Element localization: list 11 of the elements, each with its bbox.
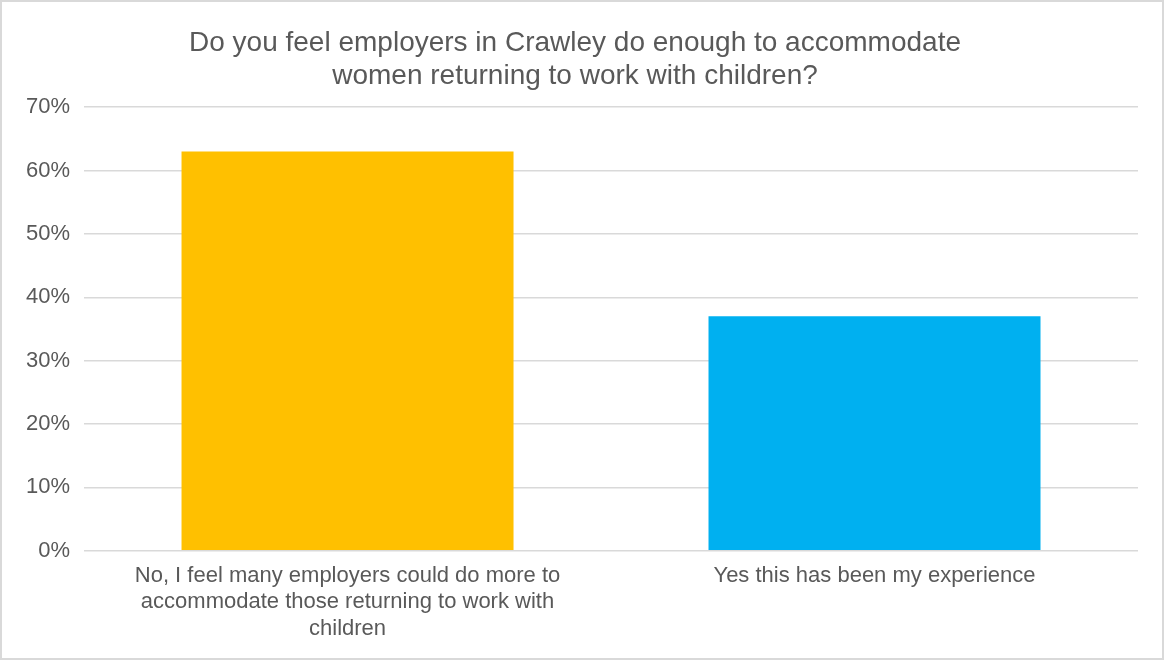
y-tick-label: 10% [25, 473, 71, 499]
y-tick-label: 70% [25, 93, 71, 119]
y-tick-label: 20% [25, 410, 71, 436]
chart-title: Do you feel employers in Crawley do enough to accommodate women returning to work with children? [189, 25, 961, 91]
x-tick-label: No, I feel many employers could do more to accommodate those returning to work with children [134, 562, 561, 640]
y-tick-label: 40% [25, 283, 71, 309]
x-tick-label: Yes this has been my experience [713, 562, 1036, 588]
y-tick-label: 60% [25, 156, 71, 182]
y-tick-label: 30% [25, 346, 71, 372]
y-tick-label: 0% [38, 536, 71, 562]
y-tick-label: 50% [25, 220, 71, 246]
